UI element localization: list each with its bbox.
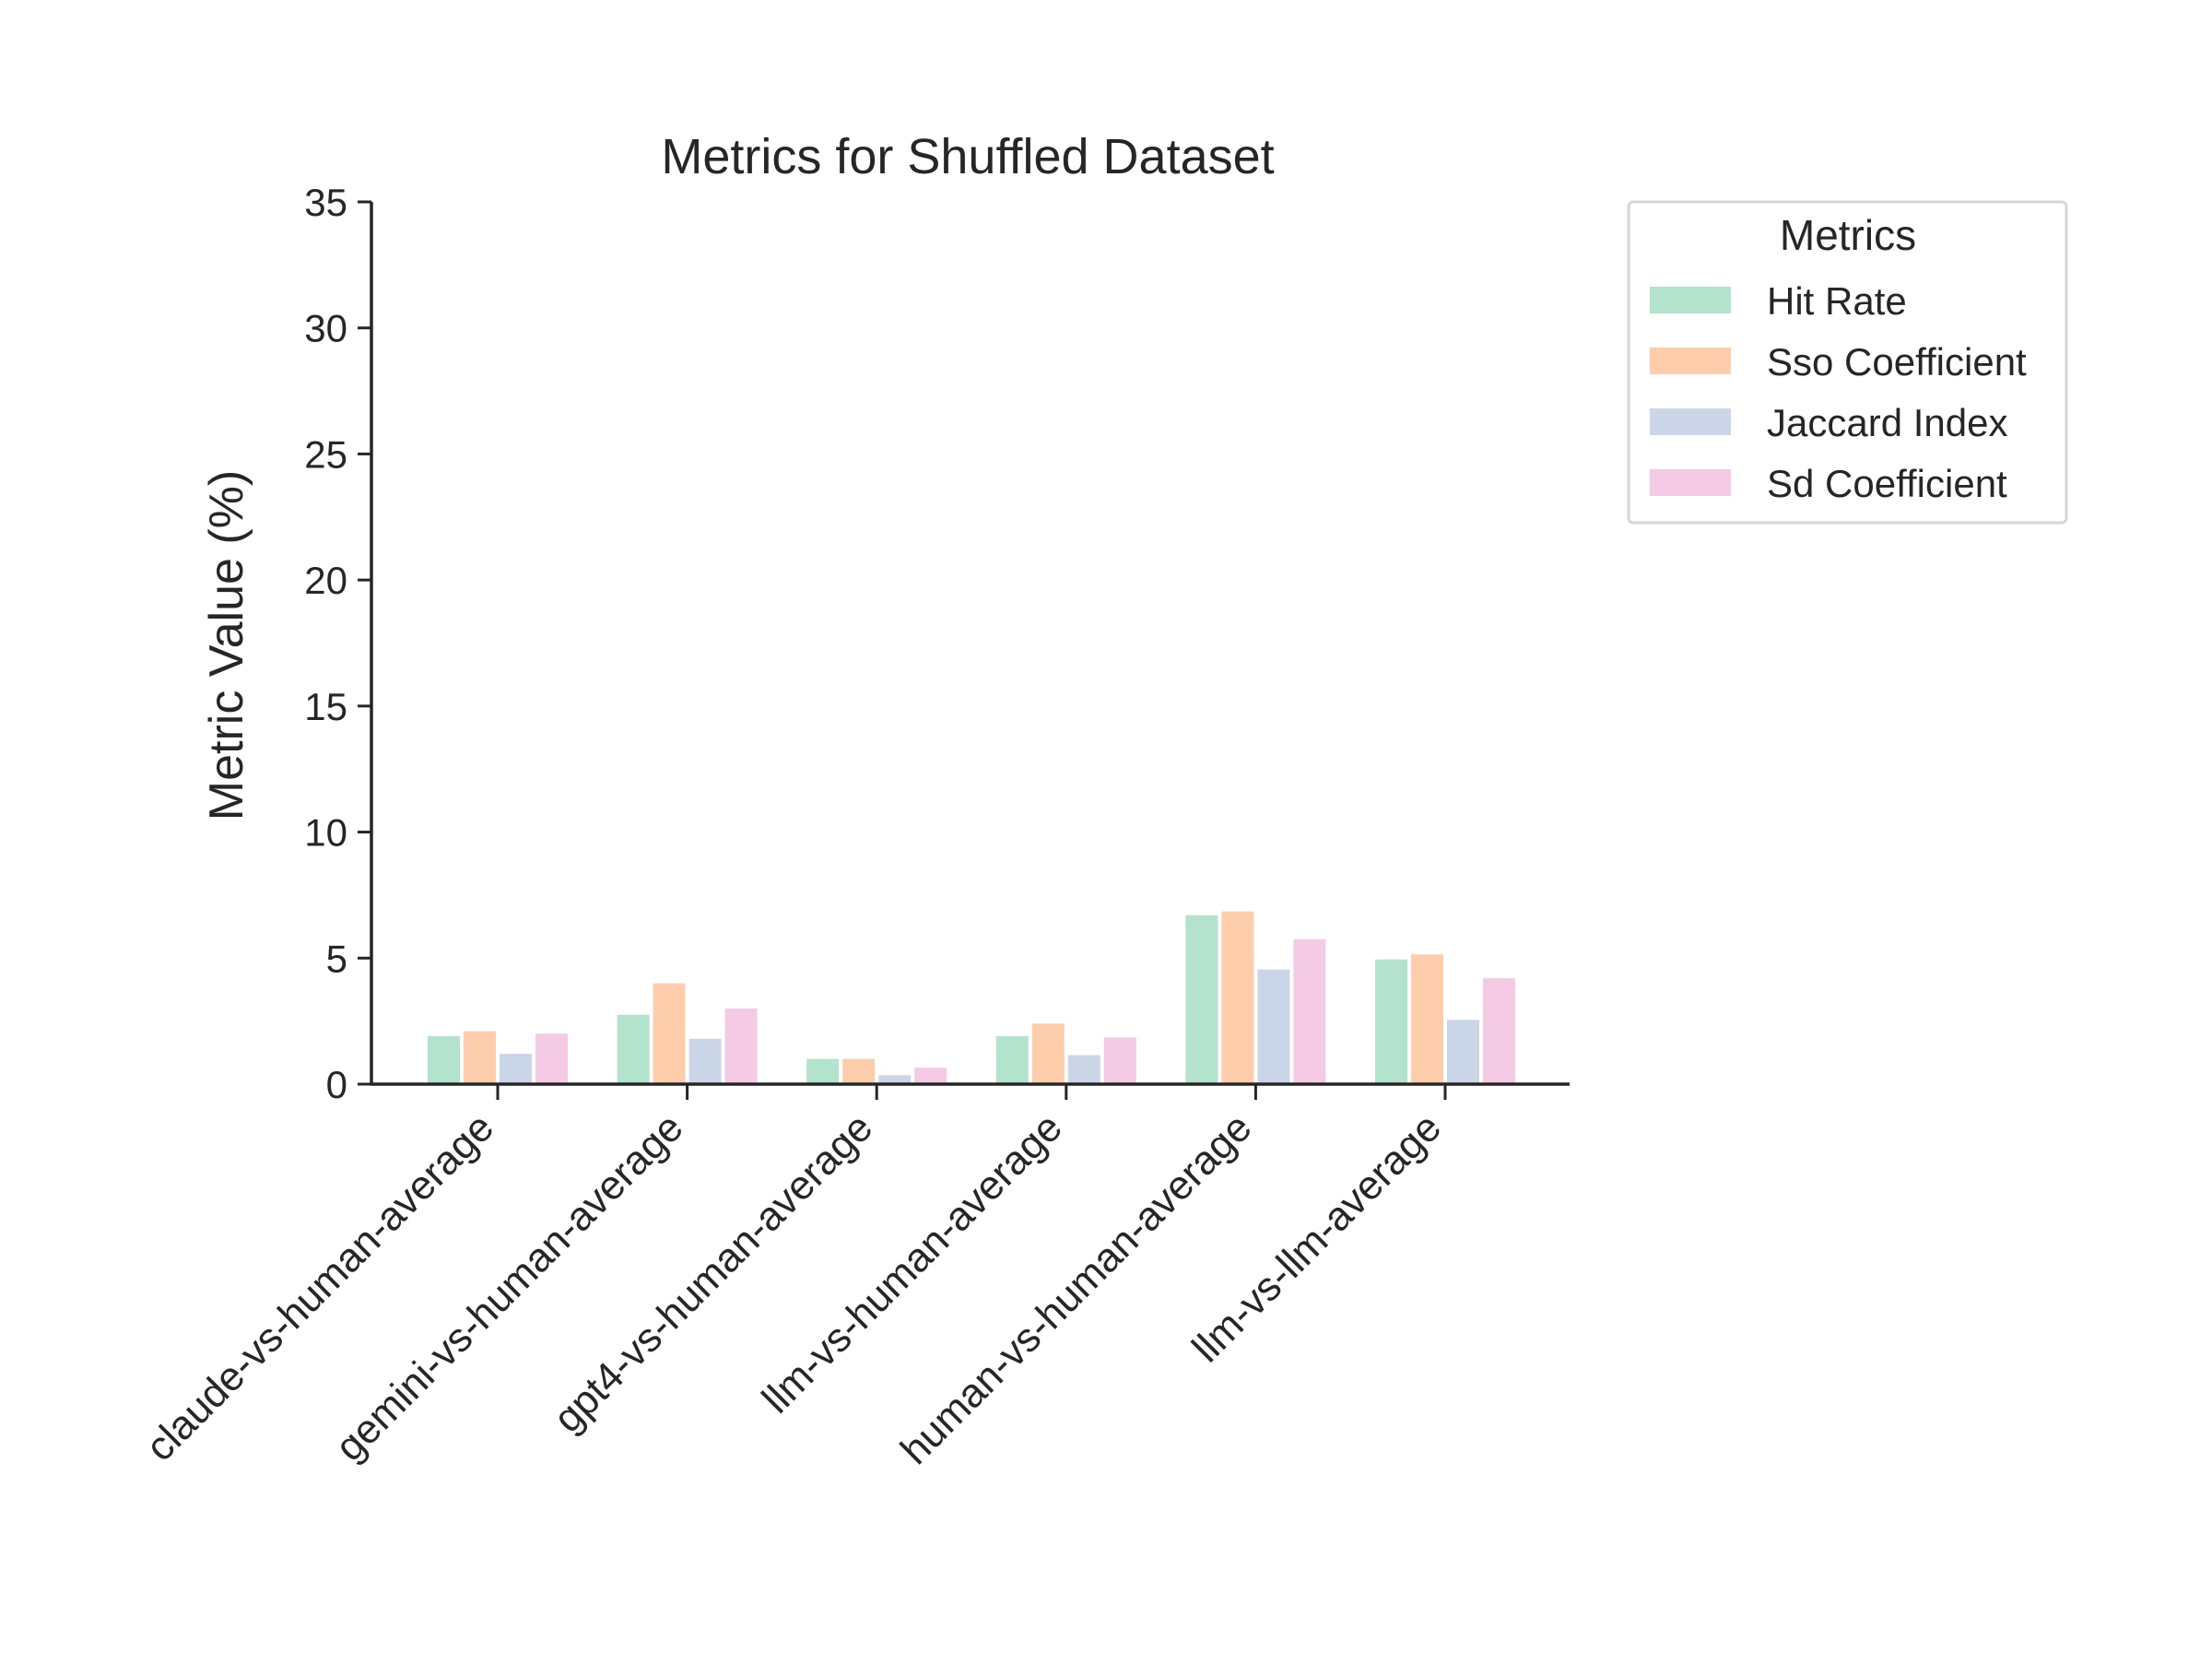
legend-swatch-jaccard-index [1650,408,1731,435]
bar-hit-rate-human-vs-human-average [1185,915,1218,1084]
bar-sd-coefficient-gemini-vs-human-average [724,1009,758,1084]
bar-sd-coefficient-human-vs-human-average [1293,938,1326,1084]
legend-swatch-sd-coefficient [1650,469,1731,496]
bar-sso-coefficient-gemini-vs-human-average [653,983,686,1084]
bar-hit-rate-gpt4-vs-human-average [806,1058,840,1084]
legend: Metrics Hit Rate Sso Coefficient Jaccard I… [1627,200,2068,525]
y-axis: 0 5 10 15 20 25 30 35 [304,181,373,1106]
y-axis-label: Metric Value (%) [200,470,253,820]
bar-jaccard-index-llm-vs-llm-average [1447,1020,1479,1084]
legend-label-jaccard-index: Jaccard Index [1767,401,2007,444]
y-tick-label-5: 5 [326,937,347,980]
legend-swatch-sso-coefficient [1650,348,1731,374]
y-tick-label-15: 15 [304,685,347,728]
bar-jaccard-index-human-vs-human-average [1257,969,1290,1084]
x-axis: claude-vs-human-averagegemini-vs-human-a… [137,1082,1570,1473]
y-tick-label-25: 25 [304,432,347,476]
bar-sso-coefficient-gpt4-vs-human-average [842,1058,876,1084]
y-tick-label-30: 30 [304,307,347,350]
bars-group [428,911,1515,1084]
legend-label-hit-rate: Hit Rate [1767,279,1907,323]
bar-sd-coefficient-claude-vs-human-average [535,1033,568,1084]
bar-hit-rate-gemini-vs-human-average [617,1014,650,1084]
bar-sso-coefficient-human-vs-human-average [1221,911,1254,1084]
legend-label-sd-coefficient: Sd Coefficient [1767,462,2007,505]
legend-swatch-hit-rate [1650,287,1731,313]
bar-sso-coefficient-llm-vs-llm-average [1411,954,1443,1084]
y-tick-label-0: 0 [326,1063,347,1106]
bar-hit-rate-llm-vs-human-average [995,1036,1029,1084]
bar-sso-coefficient-claude-vs-human-average [464,1031,496,1084]
bar-hit-rate-llm-vs-llm-average [1375,959,1407,1084]
x-tick-label-claude-vs-human-average: claude-vs-human-average [137,1104,502,1469]
bar-sd-coefficient-gpt4-vs-human-average [914,1068,947,1084]
bar-jaccard-index-gemini-vs-human-average [688,1038,722,1084]
bar-jaccard-index-llm-vs-human-average [1067,1055,1100,1084]
legend-title: Metrics [1780,211,1916,259]
bar-sso-coefficient-llm-vs-human-average [1031,1023,1065,1084]
y-tick-label-20: 20 [304,559,347,602]
bar-hit-rate-claude-vs-human-average [428,1036,460,1084]
legend-frame [1627,200,2068,525]
bar-jaccard-index-claude-vs-human-average [500,1054,532,1084]
y-tick-label-10: 10 [304,811,347,855]
x-tick-label-gemini-vs-human-average: gemini-vs-human-average [327,1104,692,1469]
legend-label-sso-coefficient: Sso Coefficient [1767,340,2027,384]
bar-jaccard-index-gpt4-vs-human-average [878,1075,912,1084]
x-tick-label-gpt4-vs-human-average: gpt4-vs-human-average [545,1104,881,1441]
chart-title: Metrics for Shuffled Dataset [661,129,1274,184]
x-tick-label-human-vs-human-average: human-vs-human-average [892,1104,1261,1473]
bar-sd-coefficient-llm-vs-llm-average [1483,978,1515,1084]
bar-sd-coefficient-llm-vs-human-average [1103,1037,1136,1084]
y-tick-label-35: 35 [304,181,347,224]
